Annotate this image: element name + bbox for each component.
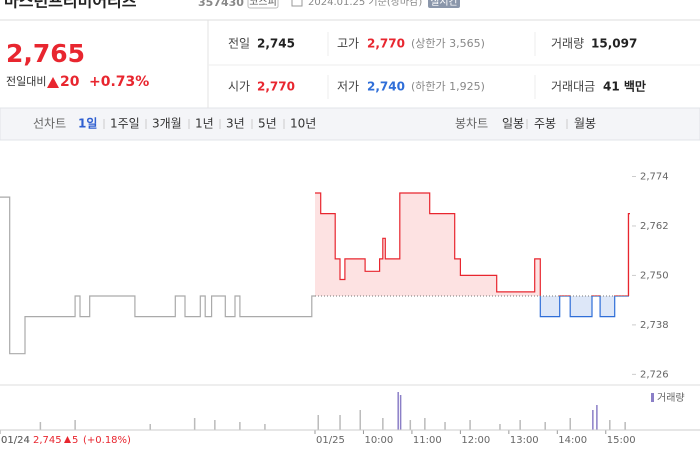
up-arrow — [47, 77, 59, 88]
change-pct: +0.73% — [89, 74, 149, 90]
price-line-down — [539, 296, 629, 318]
volume-bar — [317, 415, 319, 430]
volume-bar — [444, 422, 446, 430]
volume-label: 거래량 — [551, 37, 584, 51]
current-price: 2,765 — [6, 39, 85, 68]
period-button[interactable]: 3년 — [226, 117, 245, 131]
volume-bar — [399, 395, 402, 430]
volume-bar — [499, 424, 501, 430]
area-above — [315, 193, 630, 297]
candle-button[interactable]: 월봉 — [574, 117, 596, 131]
market: 코스피 — [249, 0, 277, 8]
y-tick-label: 2,738 — [640, 320, 669, 331]
volume-bar — [264, 424, 266, 430]
volume-bar — [596, 405, 598, 430]
calendar-icon — [291, 0, 303, 7]
upper-limit: (상한가 3,565) — [411, 37, 485, 50]
y-tick-label: 2,750 — [640, 270, 669, 281]
x-tick-label: 01/25 — [316, 435, 345, 446]
volume-bar — [382, 418, 384, 430]
volume-bar — [339, 415, 341, 430]
realtime-badge[interactable] — [428, 0, 460, 8]
y-tick-label: 2,726 — [640, 369, 669, 380]
volume: 15,097 — [591, 37, 637, 51]
y-tick-label: 2,762 — [640, 221, 669, 232]
lower-limit: (하한가 1,925) — [411, 79, 485, 93]
candle-button[interactable]: 주봉 — [534, 117, 556, 131]
volume-bar — [519, 420, 521, 430]
low-label: 저가 — [337, 80, 359, 94]
toolbar — [0, 107, 700, 141]
area-below — [540, 296, 615, 317]
volume-bar — [149, 424, 151, 430]
open: 2,770 — [257, 80, 295, 94]
volume-bar — [624, 422, 626, 430]
x-tick-label: 12:00 — [461, 435, 490, 446]
volume-bar — [569, 418, 571, 430]
volume-bar — [39, 422, 42, 430]
prev-close-label: 전일 — [228, 37, 250, 51]
high: 2,770 — [367, 37, 405, 51]
change-label: 전일대비 — [6, 74, 46, 88]
period-button[interactable]: 1일 — [78, 117, 97, 131]
volume-bar — [193, 418, 196, 430]
up-arrow — [64, 436, 71, 443]
toolbar-items: 선차트 1일 1주일 3개월 1년 3년 5년 10년 봉차트 일봉 주봉 월봉 — [33, 117, 596, 131]
volume-bar — [424, 418, 426, 430]
stock-code: 357430 — [198, 0, 244, 9]
volume-bar — [239, 422, 241, 430]
period-button[interactable]: 10년 — [290, 117, 316, 131]
volume-bar — [359, 410, 361, 430]
period-button[interactable]: 5년 — [258, 117, 277, 131]
amount-label: 거래대금 — [551, 80, 595, 94]
legend-swatch — [651, 393, 654, 402]
candle-chart-label: 봉차트 — [455, 117, 488, 131]
period-button[interactable]: 1주일 — [110, 117, 140, 131]
volume-bar — [609, 420, 611, 430]
chart: 2,774 2,762 2,750 2,738 2,726 01/24 01/25 10:00… — [0, 171, 685, 446]
prev-day-price: 2,745 — [33, 435, 62, 446]
low: 2,740 — [367, 80, 405, 94]
period-button[interactable]: 1년 — [195, 117, 214, 131]
open-label: 시가 — [228, 80, 250, 94]
x-tick-label: 01/24 — [1, 435, 30, 446]
x-tick-label: 14:00 — [558, 435, 587, 446]
date: 2024.01.25 기준(장마감) — [308, 0, 422, 8]
amount: 41 백만 — [603, 79, 646, 94]
stock-name: 마스턴프리미어리츠 — [4, 0, 137, 11]
volume-bar — [74, 420, 76, 430]
volume-bar — [397, 392, 399, 430]
volume-bar — [544, 422, 546, 430]
market-badge — [247, 0, 279, 9]
x-tick-label: 11:00 — [413, 435, 442, 446]
y-tick-label: 2,774 — [640, 171, 669, 182]
realtime[interactable]: 실시간 — [430, 0, 458, 8]
change: 20 — [60, 74, 80, 90]
x-tick-label: 15:00 — [607, 435, 636, 446]
prev-day-change: 5 — [72, 435, 78, 446]
price-line — [0, 196, 315, 355]
volume-bar — [469, 420, 471, 430]
x-tick-label: 10:00 — [364, 435, 393, 446]
price-line-up — [315, 192, 630, 297]
x-tick-label: 13:00 — [510, 435, 539, 446]
prev-day-pct: (+0.18%) — [83, 435, 131, 446]
period-button[interactable]: 3개월 — [152, 117, 182, 131]
volume-bar — [409, 420, 412, 430]
volume-bar — [214, 420, 216, 430]
high-label: 고가 — [337, 37, 359, 51]
legend-label: 거래량 — [657, 392, 685, 404]
volume-bar — [592, 410, 594, 430]
prev-close: 2,745 — [257, 37, 295, 51]
prev-day-date: 01/24 — [1, 435, 30, 446]
candle-button[interactable]: 일봉 — [502, 117, 524, 131]
line-chart-label: 선차트 — [33, 117, 66, 131]
